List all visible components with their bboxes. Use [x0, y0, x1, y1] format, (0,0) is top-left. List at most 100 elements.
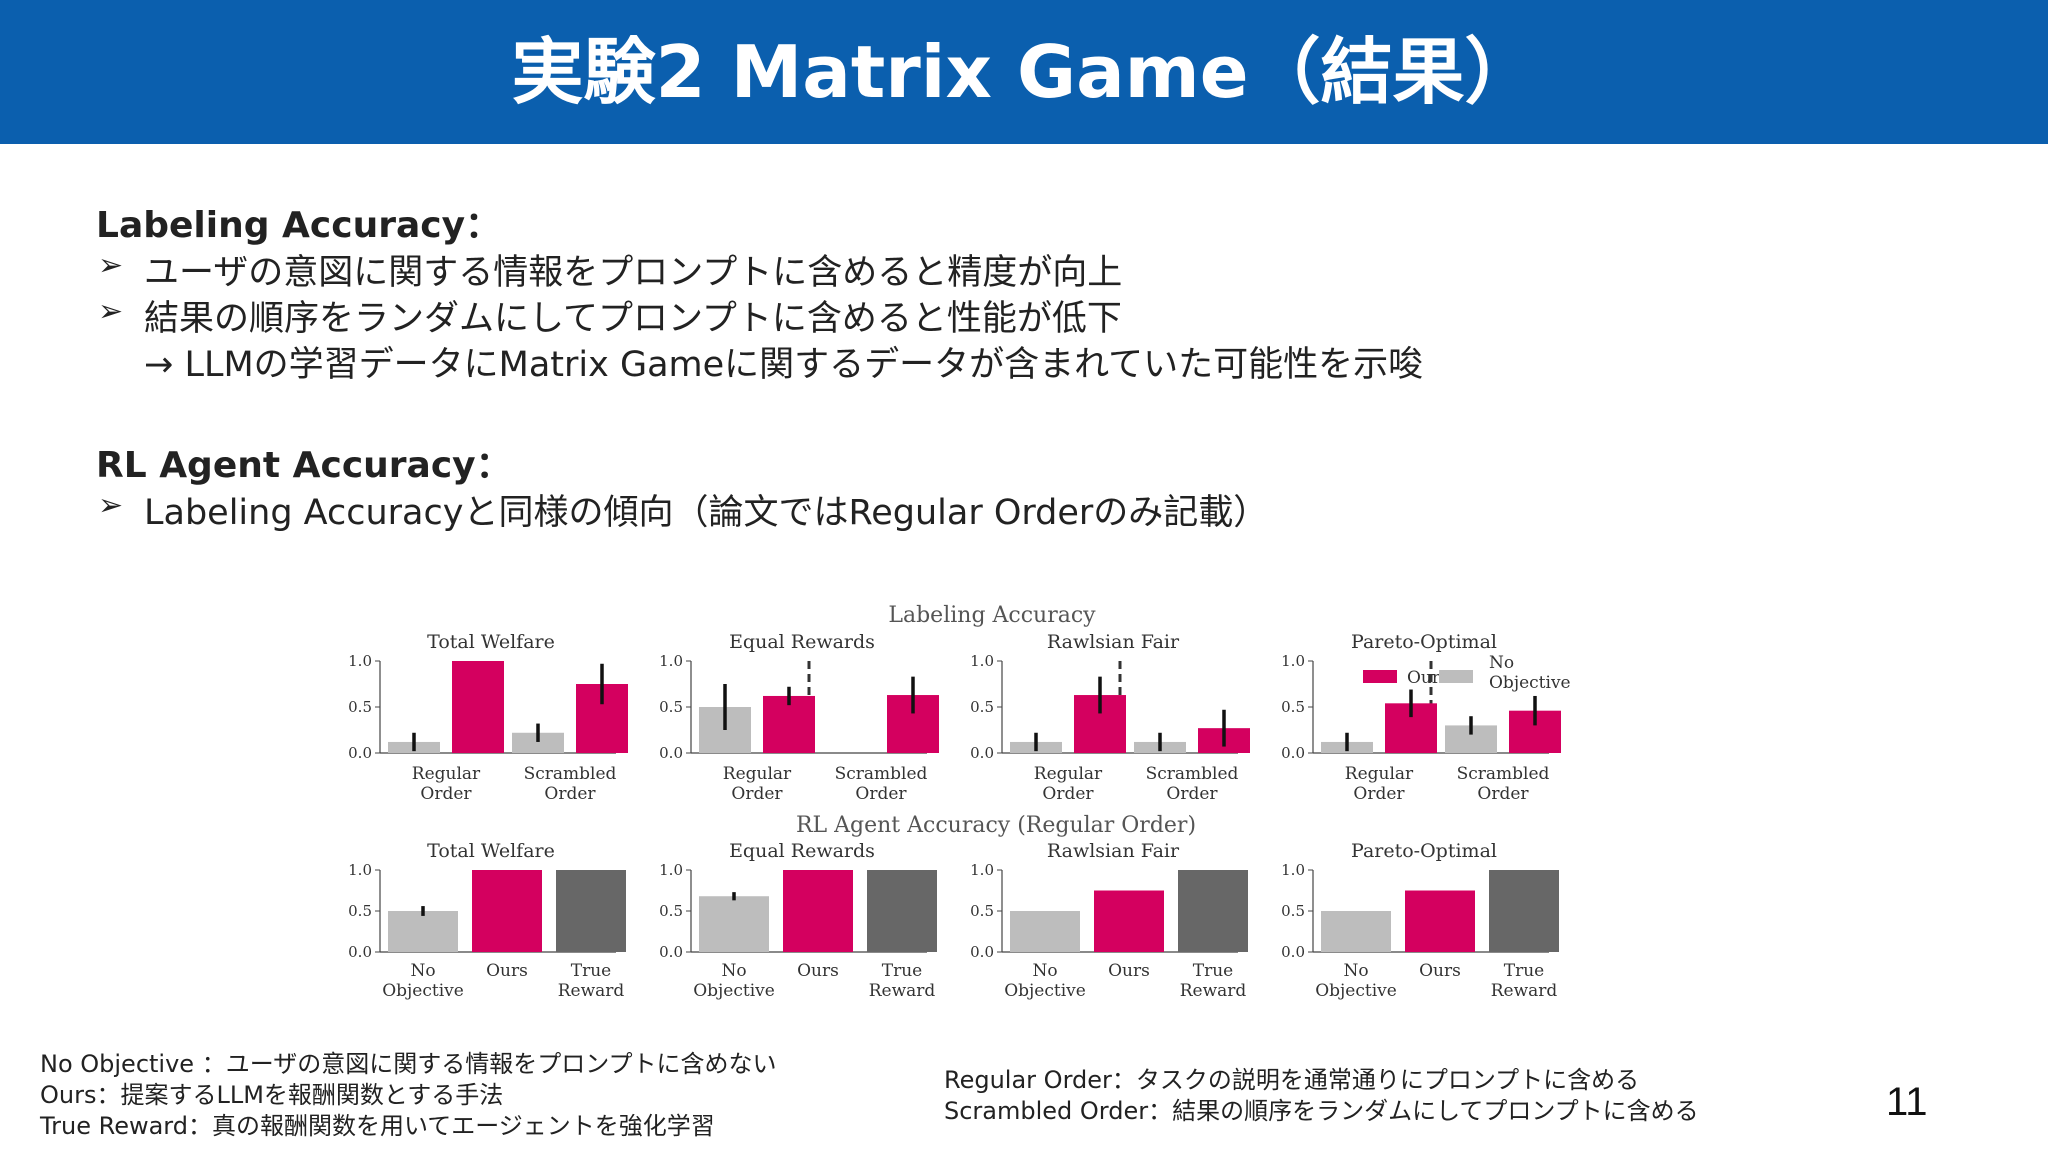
- bar-ours: [1405, 890, 1475, 952]
- x-tick-label: No: [1343, 961, 1368, 981]
- x-tick-label: Scrambled: [835, 764, 928, 784]
- y-tick-label: 1.0: [970, 652, 994, 670]
- bar-no-objective: [512, 732, 564, 753]
- bullet-text: ユーザの意図に関する情報をプロンプトに含めると精度が向上: [144, 253, 1123, 293]
- x-tick-label: True: [1504, 961, 1544, 981]
- legend-label-no-objective: Objective: [1489, 673, 1571, 693]
- x-tick-label: Order: [1353, 784, 1405, 804]
- y-tick-label: 0.0: [1281, 943, 1305, 961]
- section-heading-rl: RL Agent Accuracy：: [96, 445, 512, 486]
- legend-label-no-objective: No: [1489, 653, 1514, 673]
- x-tick-label: Order: [855, 784, 907, 804]
- x-tick-label: Regular: [1034, 764, 1103, 784]
- x-tick-label: Objective: [382, 981, 464, 1001]
- legend-swatch-no-objective: [1439, 670, 1473, 683]
- bar-no-objective: [1321, 911, 1391, 952]
- y-tick-label: 0.5: [970, 902, 994, 920]
- y-tick-label: 1.0: [659, 861, 683, 879]
- page-number: 11: [1886, 1080, 1928, 1124]
- bar-true-reward: [1178, 870, 1248, 952]
- bar-no-objective: [1010, 911, 1080, 952]
- y-tick-label: 0.0: [970, 943, 994, 961]
- panel-title: Equal Rewards: [729, 840, 875, 862]
- x-tick-label: No: [410, 961, 435, 981]
- y-tick-label: 1.0: [659, 652, 683, 670]
- bar-no-objective: [388, 911, 458, 952]
- footnote-scrambled-order: Scrambled Order：結果の順序をランダムにしてプロンプトに含める: [944, 1097, 1699, 1125]
- x-tick-label: Scrambled: [524, 764, 617, 784]
- y-tick-label: 0.0: [659, 744, 683, 762]
- x-tick-label: Ours: [1419, 961, 1461, 981]
- figure-title-labeling: Labeling Accuracy: [888, 603, 1096, 628]
- x-tick-label: Reward: [869, 981, 936, 1001]
- bar-true-reward: [1489, 870, 1559, 952]
- panel-title: Rawlsian Fair: [1047, 840, 1180, 862]
- y-tick-label: 0.0: [1281, 744, 1305, 762]
- y-tick-label: 0.5: [1281, 698, 1305, 716]
- y-tick-label: 0.5: [348, 902, 372, 920]
- x-tick-label: Order: [1166, 784, 1218, 804]
- x-tick-label: Order: [731, 784, 783, 804]
- y-tick-label: 1.0: [348, 861, 372, 879]
- y-tick-label: 0.0: [970, 744, 994, 762]
- footnote-true-reward: True Reward：真の報酬関数を用いてエージェントを強化学習: [40, 1112, 715, 1140]
- x-tick-label: Regular: [412, 764, 481, 784]
- x-tick-label: Regular: [723, 764, 792, 784]
- bullet-marker-icon: ➢: [98, 248, 124, 283]
- bullet-marker-icon: ➢: [98, 488, 124, 523]
- x-tick-label: Regular: [1345, 764, 1414, 784]
- footnote-regular-order: Regular Order：タスクの説明を通常通りにプロンプトに含める: [944, 1066, 1640, 1094]
- x-tick-label: Reward: [1491, 981, 1558, 1001]
- x-tick-label: No: [1032, 961, 1057, 981]
- x-tick-label: No: [721, 961, 746, 981]
- x-tick-label: Order: [544, 784, 596, 804]
- x-tick-label: Reward: [1180, 981, 1247, 1001]
- y-tick-label: 0.5: [1281, 902, 1305, 920]
- legend-label-ours: Ours: [1407, 668, 1449, 688]
- x-tick-label: True: [882, 961, 922, 981]
- y-tick-label: 0.0: [348, 744, 372, 762]
- x-tick-label: Ours: [486, 961, 528, 981]
- y-tick-label: 1.0: [1281, 652, 1305, 670]
- x-tick-label: Ours: [797, 961, 839, 981]
- x-tick-label: Ours: [1108, 961, 1150, 981]
- footnote-no-objective: No Objective ：ユーザの意図に関する情報をプロンプトに含めない: [40, 1050, 777, 1078]
- y-tick-label: 0.5: [659, 902, 683, 920]
- panel-title: Equal Rewards: [729, 631, 875, 653]
- implication-note: → LLMの学習データにMatrix Gameに関するデータが含まれていた可能性…: [144, 345, 1424, 385]
- legend-swatch-ours: [1363, 670, 1397, 683]
- y-tick-label: 1.0: [1281, 861, 1305, 879]
- bar-ours: [763, 695, 815, 753]
- x-tick-label: True: [1193, 961, 1233, 981]
- panel-title: Pareto-Optimal: [1351, 840, 1497, 862]
- y-tick-label: 0.5: [970, 698, 994, 716]
- bar-ours: [1094, 890, 1164, 952]
- x-tick-label: Reward: [558, 981, 625, 1001]
- panel-title: Pareto-Optimal: [1351, 631, 1497, 653]
- x-tick-label: Order: [1477, 784, 1529, 804]
- footnote-ours: Ours：提案するLLMを報酬関数とする手法: [40, 1081, 504, 1109]
- y-tick-label: 1.0: [348, 652, 372, 670]
- bar-true-reward: [556, 870, 626, 952]
- panel-title: Rawlsian Fair: [1047, 631, 1180, 653]
- section-heading-labeling: Labeling Accuracy：: [96, 205, 502, 246]
- bar-true-reward: [867, 870, 937, 952]
- x-tick-label: Scrambled: [1457, 764, 1550, 784]
- x-tick-label: Scrambled: [1146, 764, 1239, 784]
- results-figure: Labeling Accuracy Total Welfare 1.0 0.5 0.0 R…: [348, 603, 1571, 1001]
- panel-title: Total Welfare: [427, 840, 555, 862]
- x-tick-label: True: [571, 961, 611, 981]
- y-tick-label: 1.0: [970, 861, 994, 879]
- bullet-text: 結果の順序をランダムにしてプロンプトに含めると性能が低下: [144, 299, 1122, 339]
- x-tick-label: Objective: [693, 981, 775, 1001]
- title-bar: 実験2 Matrix Game（結果）: [0, 0, 2048, 144]
- panel-title: Total Welfare: [427, 631, 555, 653]
- bar-ours: [472, 870, 542, 952]
- y-tick-label: 0.0: [348, 943, 372, 961]
- bullet-marker-icon: ➢: [98, 294, 124, 329]
- y-tick-label: 0.0: [659, 943, 683, 961]
- x-tick-label: Objective: [1004, 981, 1086, 1001]
- slide-title: 実験2 Matrix Game（結果）: [511, 30, 1537, 114]
- bar-no-objective: [699, 896, 769, 952]
- x-tick-label: Order: [1042, 784, 1094, 804]
